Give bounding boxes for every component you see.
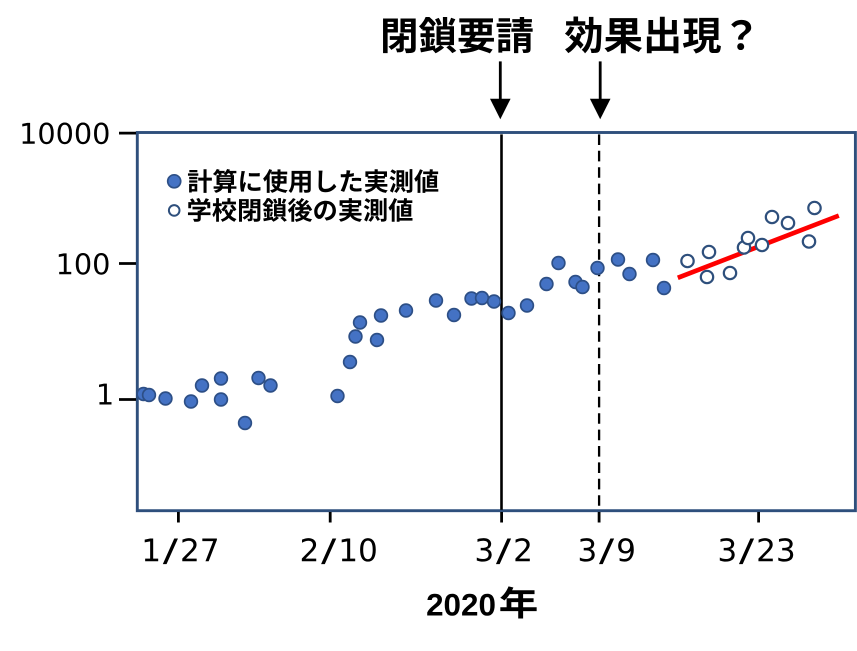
svg-text:2020: 2020 — [426, 588, 496, 623]
